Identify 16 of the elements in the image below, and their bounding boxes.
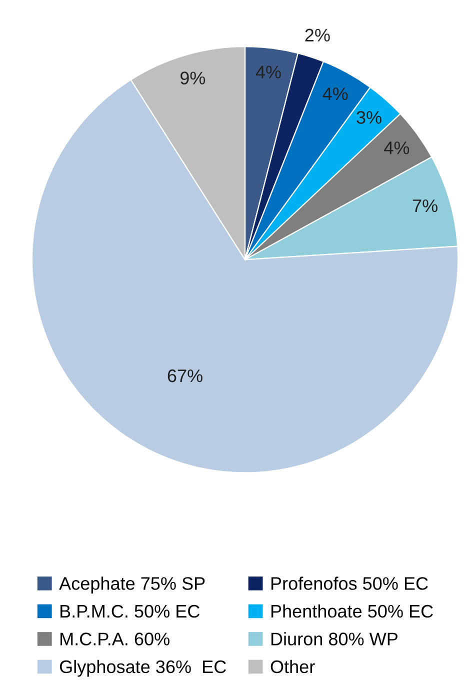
legend-label: Phenthoate 50% EC <box>271 604 433 618</box>
legend-label: B.P.M.C. 50% EC <box>60 604 200 618</box>
legend-label: Other <box>270 660 315 674</box>
data-label: 3% <box>356 111 382 124</box>
data-label: 9% <box>180 72 206 84</box>
data-label: 4% <box>256 66 281 78</box>
data-label: 7% <box>412 199 438 212</box>
data-label: 67% <box>168 369 202 382</box>
legend-label: Glyphosate 36% EC <box>60 660 226 677</box>
legend-label: M.C.P.A. 60% <box>60 632 170 646</box>
data-label: 4% <box>322 87 348 100</box>
legend-label: Acephate 75% SP <box>59 576 205 594</box>
data-label: 4% <box>384 142 410 154</box>
legend-label: Profenofos 50% EC <box>271 576 428 590</box>
legend-label: Diuron 80% WP <box>271 632 398 646</box>
data-label: 2% <box>305 28 330 42</box>
